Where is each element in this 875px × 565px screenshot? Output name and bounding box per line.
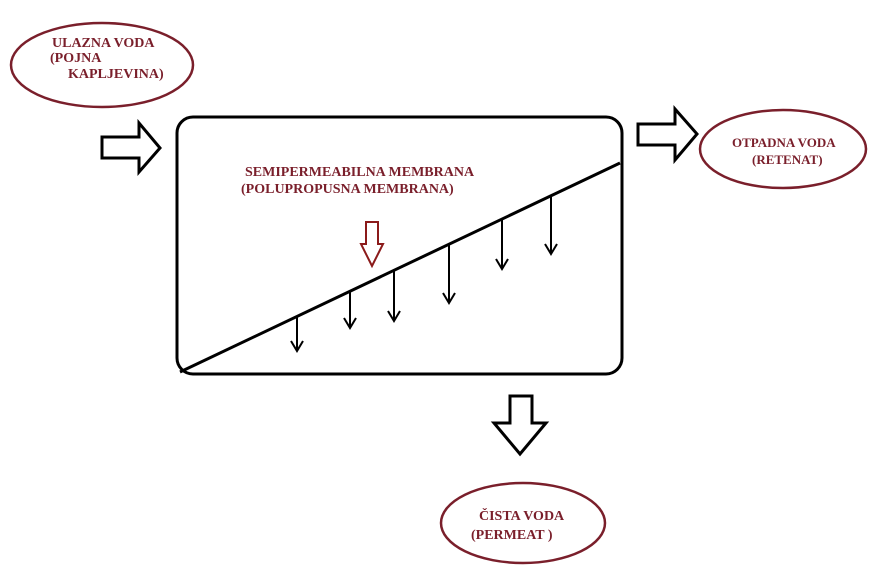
feed-label-line2: (POJNA <box>50 51 102 66</box>
permeation-arrow <box>442 243 456 305</box>
feed-ellipse <box>9 21 195 109</box>
permeation-arrow <box>544 195 558 256</box>
retentate-node: OTPADNA VODA (RETENAT) <box>698 108 868 190</box>
membrane-label-line1: SEMIPERMEABILNA MEMBRANA <box>245 165 475 180</box>
permeation-arrows <box>290 195 558 353</box>
permeate-node: ČISTA VODA (PERMEAT ) <box>439 481 607 565</box>
retentate-label-line1: OTPADNA VODA <box>732 135 836 150</box>
feed-inlet-arrow <box>100 118 162 176</box>
feed-label-line3: KAPLJEVINA) <box>68 67 164 82</box>
permeation-arrow <box>387 270 401 323</box>
membrane-module-box <box>175 115 624 376</box>
permeate-ellipse <box>439 481 607 565</box>
permeate-label-line2: (PERMEAT ) <box>471 528 553 543</box>
retentate-ellipse <box>698 108 868 190</box>
permeation-arrow <box>290 316 304 353</box>
retentate-outlet-arrow <box>636 105 699 165</box>
membrane-label-line2: (POLUPROPUSNA MEMBRANA) <box>241 182 454 197</box>
retentate-label-line2: (RETENAT) <box>752 152 823 167</box>
permeation-arrow <box>343 290 357 330</box>
membrane-pointer-arrow <box>359 221 385 269</box>
membrane-line <box>179 161 621 374</box>
feed-node: ULAZNA VODA (POJNA KAPLJEVINA) <box>9 21 195 109</box>
permeate-label-line1: ČISTA VODA <box>479 507 565 524</box>
permeate-outlet-arrow <box>490 394 550 457</box>
permeation-arrow <box>495 218 509 271</box>
feed-label-line1: ULAZNA VODA <box>52 36 155 51</box>
